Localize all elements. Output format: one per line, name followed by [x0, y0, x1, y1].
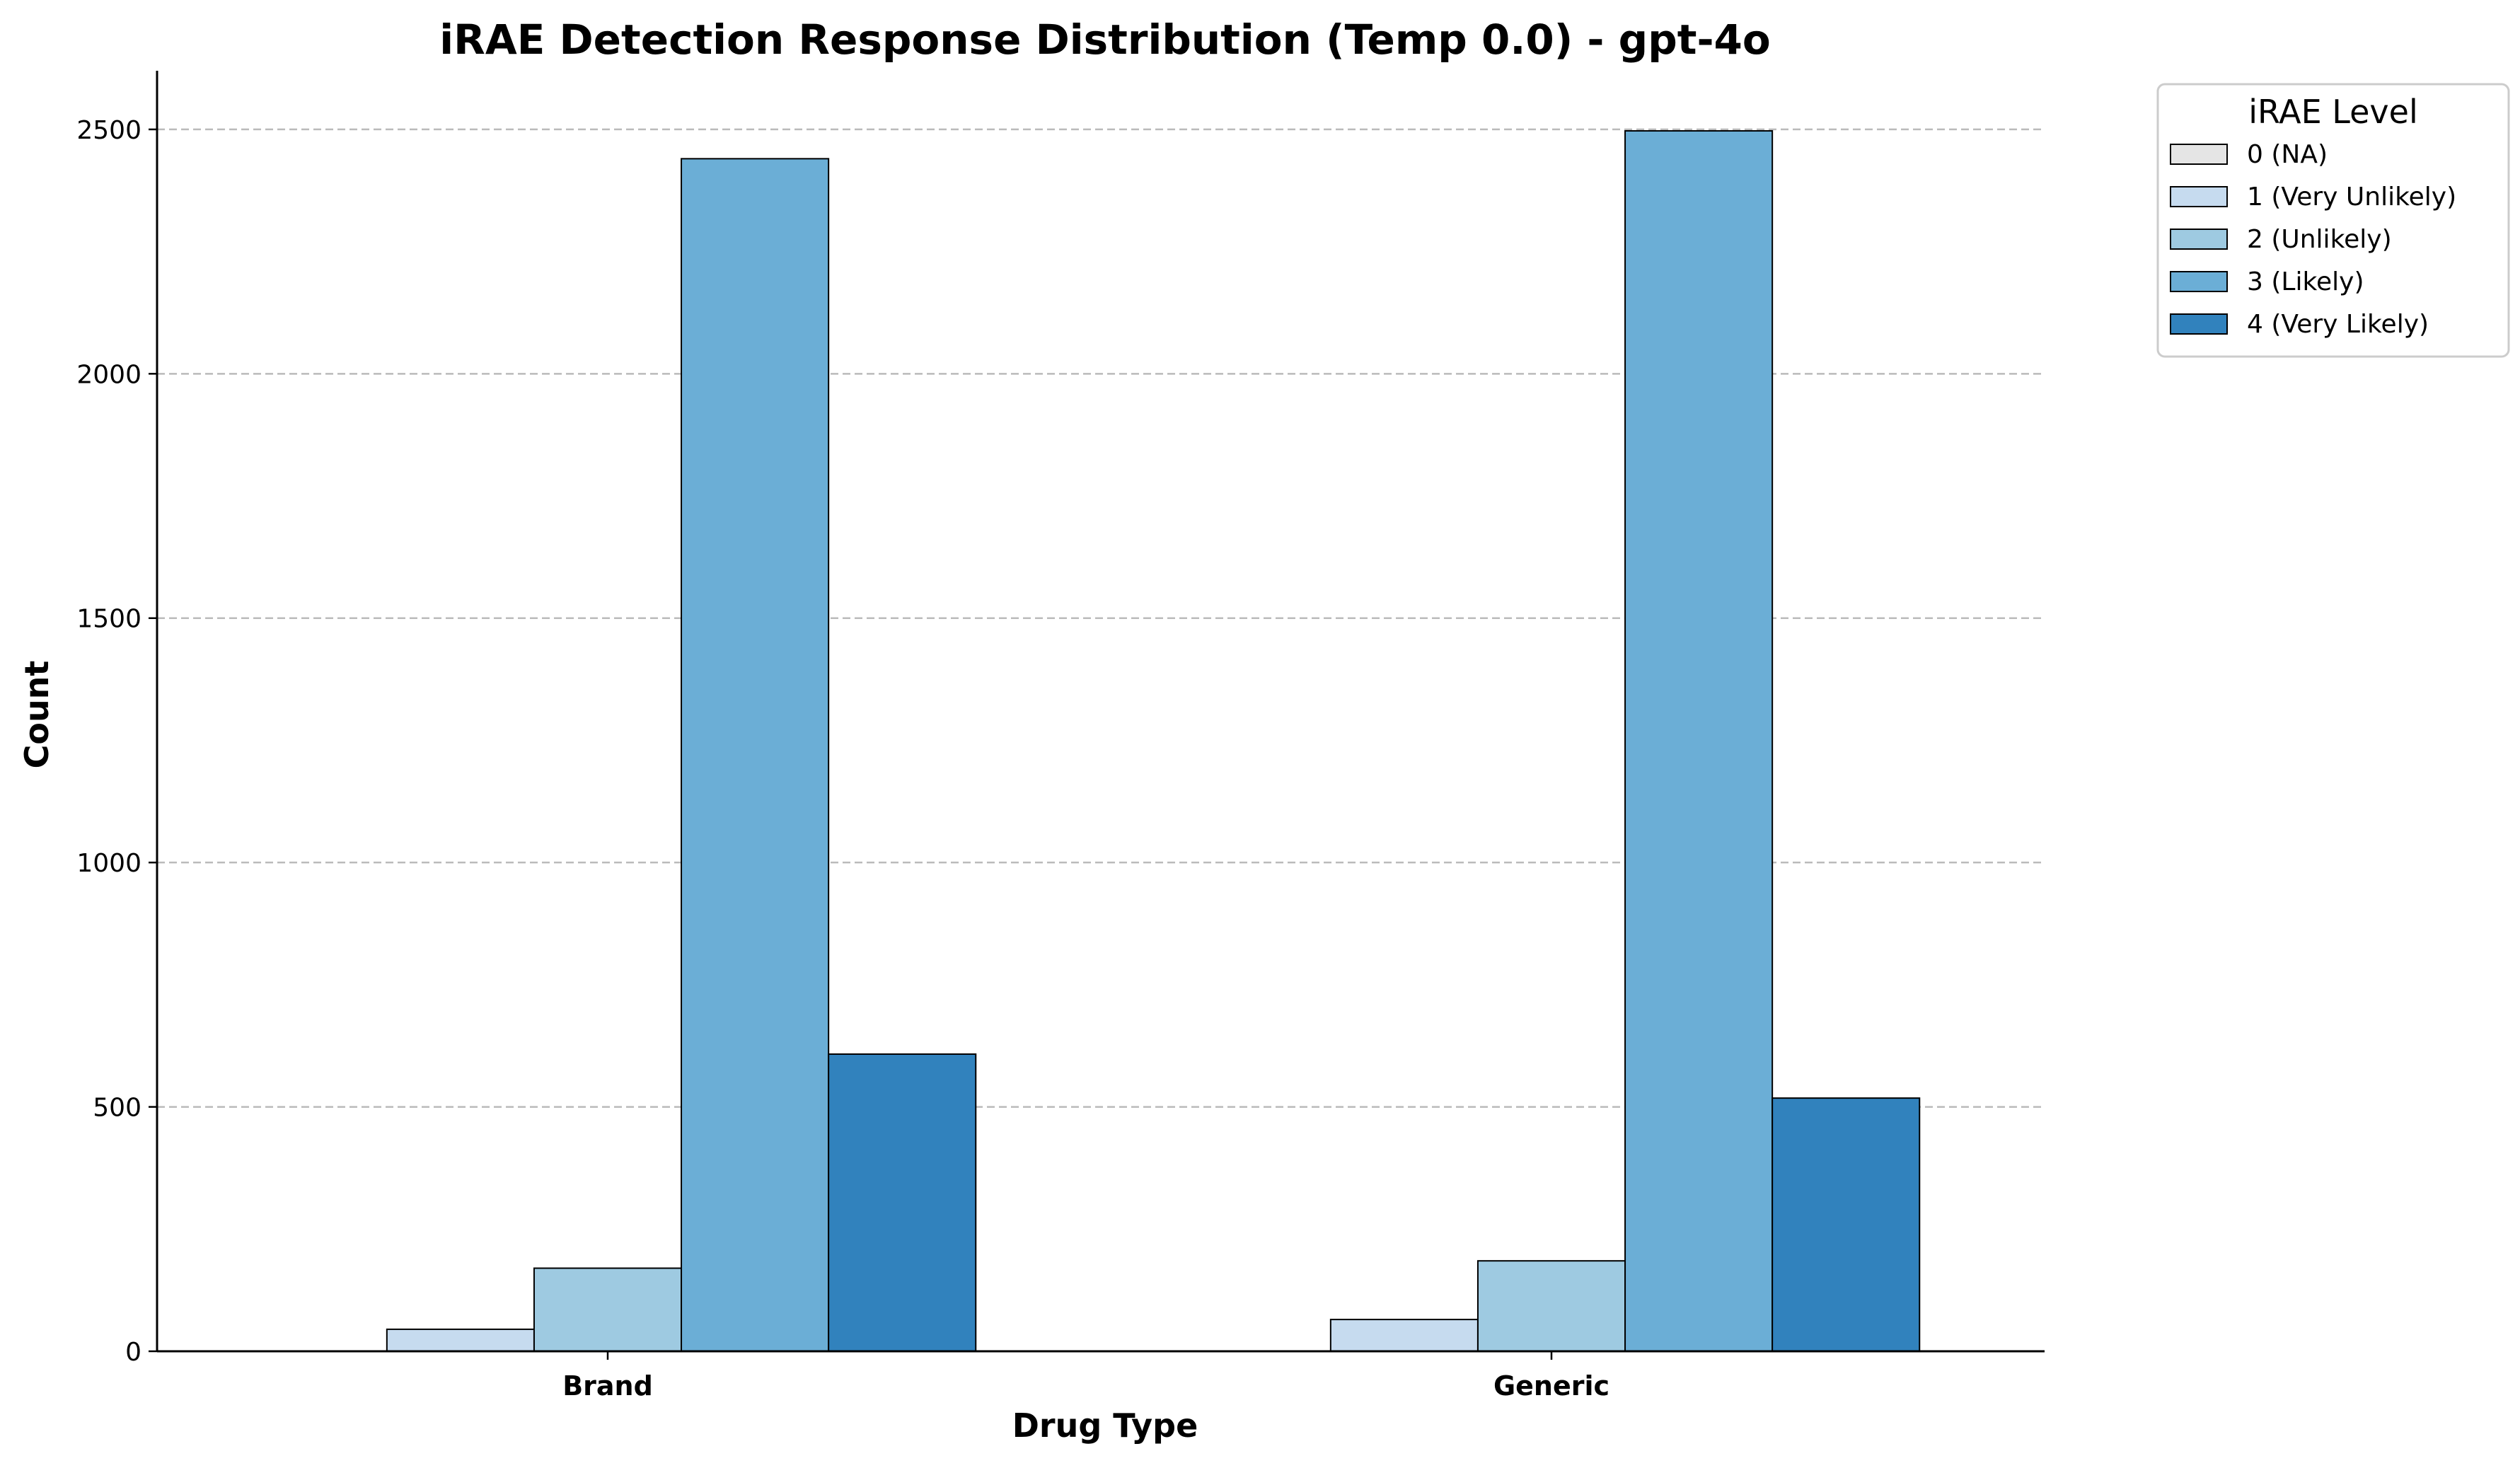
legend-swatch: [2170, 271, 2228, 292]
gridlines: [157, 128, 2045, 1108]
legend: iRAE Level 0 (NA) 1 (Very Unlikely) 2 (Unl…: [2156, 83, 2510, 358]
bar: [1476, 1260, 1626, 1353]
bar: [1771, 1097, 1921, 1352]
y-tick-label: 2000: [76, 360, 141, 389]
legend-frame: [2156, 83, 2510, 358]
y-axis-label: Count: [18, 661, 56, 769]
bar: [828, 1053, 977, 1353]
y-axis-ticks: 0 500 1000 1500 2000 2500: [76, 116, 157, 1367]
bar: [386, 1328, 535, 1353]
legend-title: iRAE Level: [2248, 93, 2417, 131]
legend-label: 0 (NA): [2247, 140, 2328, 169]
legend-swatch: [2170, 144, 2228, 165]
x-axis-label: Drug Type: [1012, 1406, 1198, 1445]
bar: [1624, 129, 1774, 1353]
bar: [1329, 1319, 1479, 1353]
legend-swatch: [2170, 186, 2228, 207]
legend-swatch: [2170, 313, 2228, 335]
bar: [533, 1267, 683, 1352]
legend-label: 1 (Very Unlikely): [2247, 183, 2456, 212]
bars: [386, 129, 1921, 1353]
legend-swatch: [2170, 229, 2228, 250]
y-tick-label: 500: [93, 1094, 141, 1123]
x-tick-label: Brand: [562, 1370, 653, 1401]
axes: [156, 71, 2045, 1353]
y-tick-label: 1000: [76, 849, 141, 878]
chart-title: iRAE Detection Response Distribution (Te…: [439, 16, 1770, 64]
bar: [681, 158, 830, 1352]
x-axis-ticks: Brand Generic: [562, 1351, 1609, 1401]
legend-label: 3 (Likely): [2247, 267, 2364, 296]
y-tick-label: 2500: [76, 116, 141, 145]
legend-label: 2 (Unlikely): [2247, 225, 2392, 254]
x-tick-label: Generic: [1493, 1370, 1609, 1401]
y-tick-label: 1500: [76, 605, 141, 634]
y-tick-label: 0: [125, 1338, 141, 1367]
legend-label: 4 (Very Likely): [2247, 310, 2429, 339]
